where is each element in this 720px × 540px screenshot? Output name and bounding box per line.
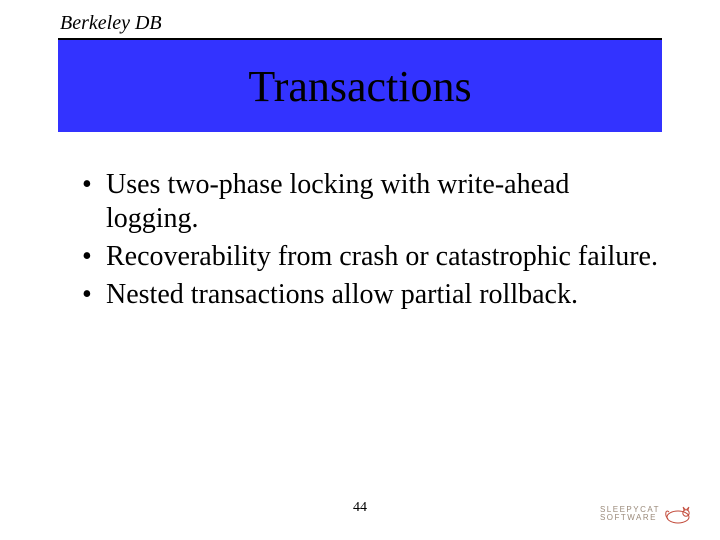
title-bar: Transactions xyxy=(58,40,662,132)
bullet-list: Uses two-phase locking with write-ahead … xyxy=(78,168,658,317)
list-item: Nested transactions allow partial rollba… xyxy=(78,278,658,312)
logo-text: SLEEPYCAT SOFTWARE xyxy=(600,506,660,523)
cat-icon xyxy=(664,504,694,524)
header-label: Berkeley DB xyxy=(60,12,162,35)
sleepycat-logo: SLEEPYCAT SOFTWARE xyxy=(600,504,694,524)
slide-title: Transactions xyxy=(248,61,471,112)
list-item: Recoverability from crash or catastrophi… xyxy=(78,240,658,274)
list-item: Uses two-phase locking with write-ahead … xyxy=(78,168,658,236)
slide: Berkeley DB Transactions Uses two-phase … xyxy=(0,0,720,540)
logo-text-line2: SOFTWARE xyxy=(600,514,660,522)
